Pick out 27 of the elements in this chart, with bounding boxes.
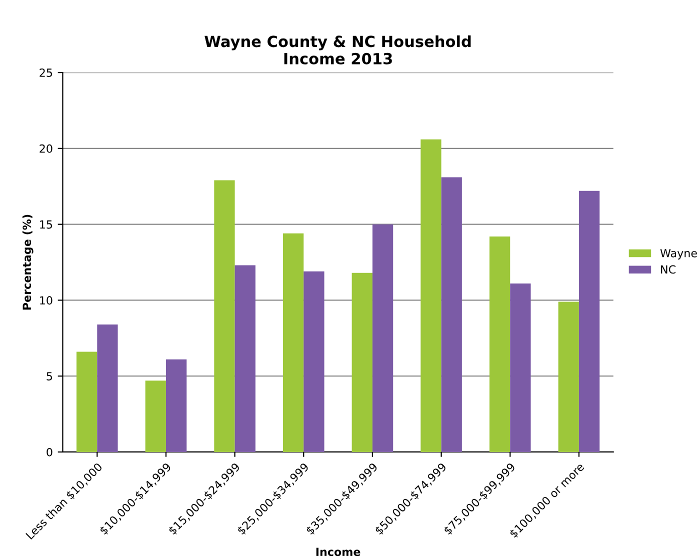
bar [441,177,462,452]
bar [578,190,600,452]
bar [420,139,442,452]
bar [76,352,98,452]
bar [352,272,372,452]
x-axis-title: Income [316,548,360,556]
bar [510,284,531,452]
bar [234,265,256,452]
bar [97,324,118,452]
y-axis-title: Percentage (%) [22,214,34,310]
y-tick-label: 15 [40,220,52,229]
y-tick-label: 20 [40,144,52,153]
y-tick-label: 25 [40,68,52,77]
y-tick-label: 5 [46,372,52,380]
chart-title: Wayne County & NC Household Income 2013 [204,35,471,64]
bar [145,380,166,452]
bar [282,233,304,452]
bar [558,302,579,452]
bar [489,236,510,452]
legend-label: Wayne [660,249,697,260]
y-tick-label: 0 [46,448,52,456]
y-tick-label: 10 [40,296,52,305]
bar [304,271,324,452]
bar [372,224,394,452]
legend-label: NC [661,265,676,274]
bar [214,180,235,452]
bar [166,359,187,452]
